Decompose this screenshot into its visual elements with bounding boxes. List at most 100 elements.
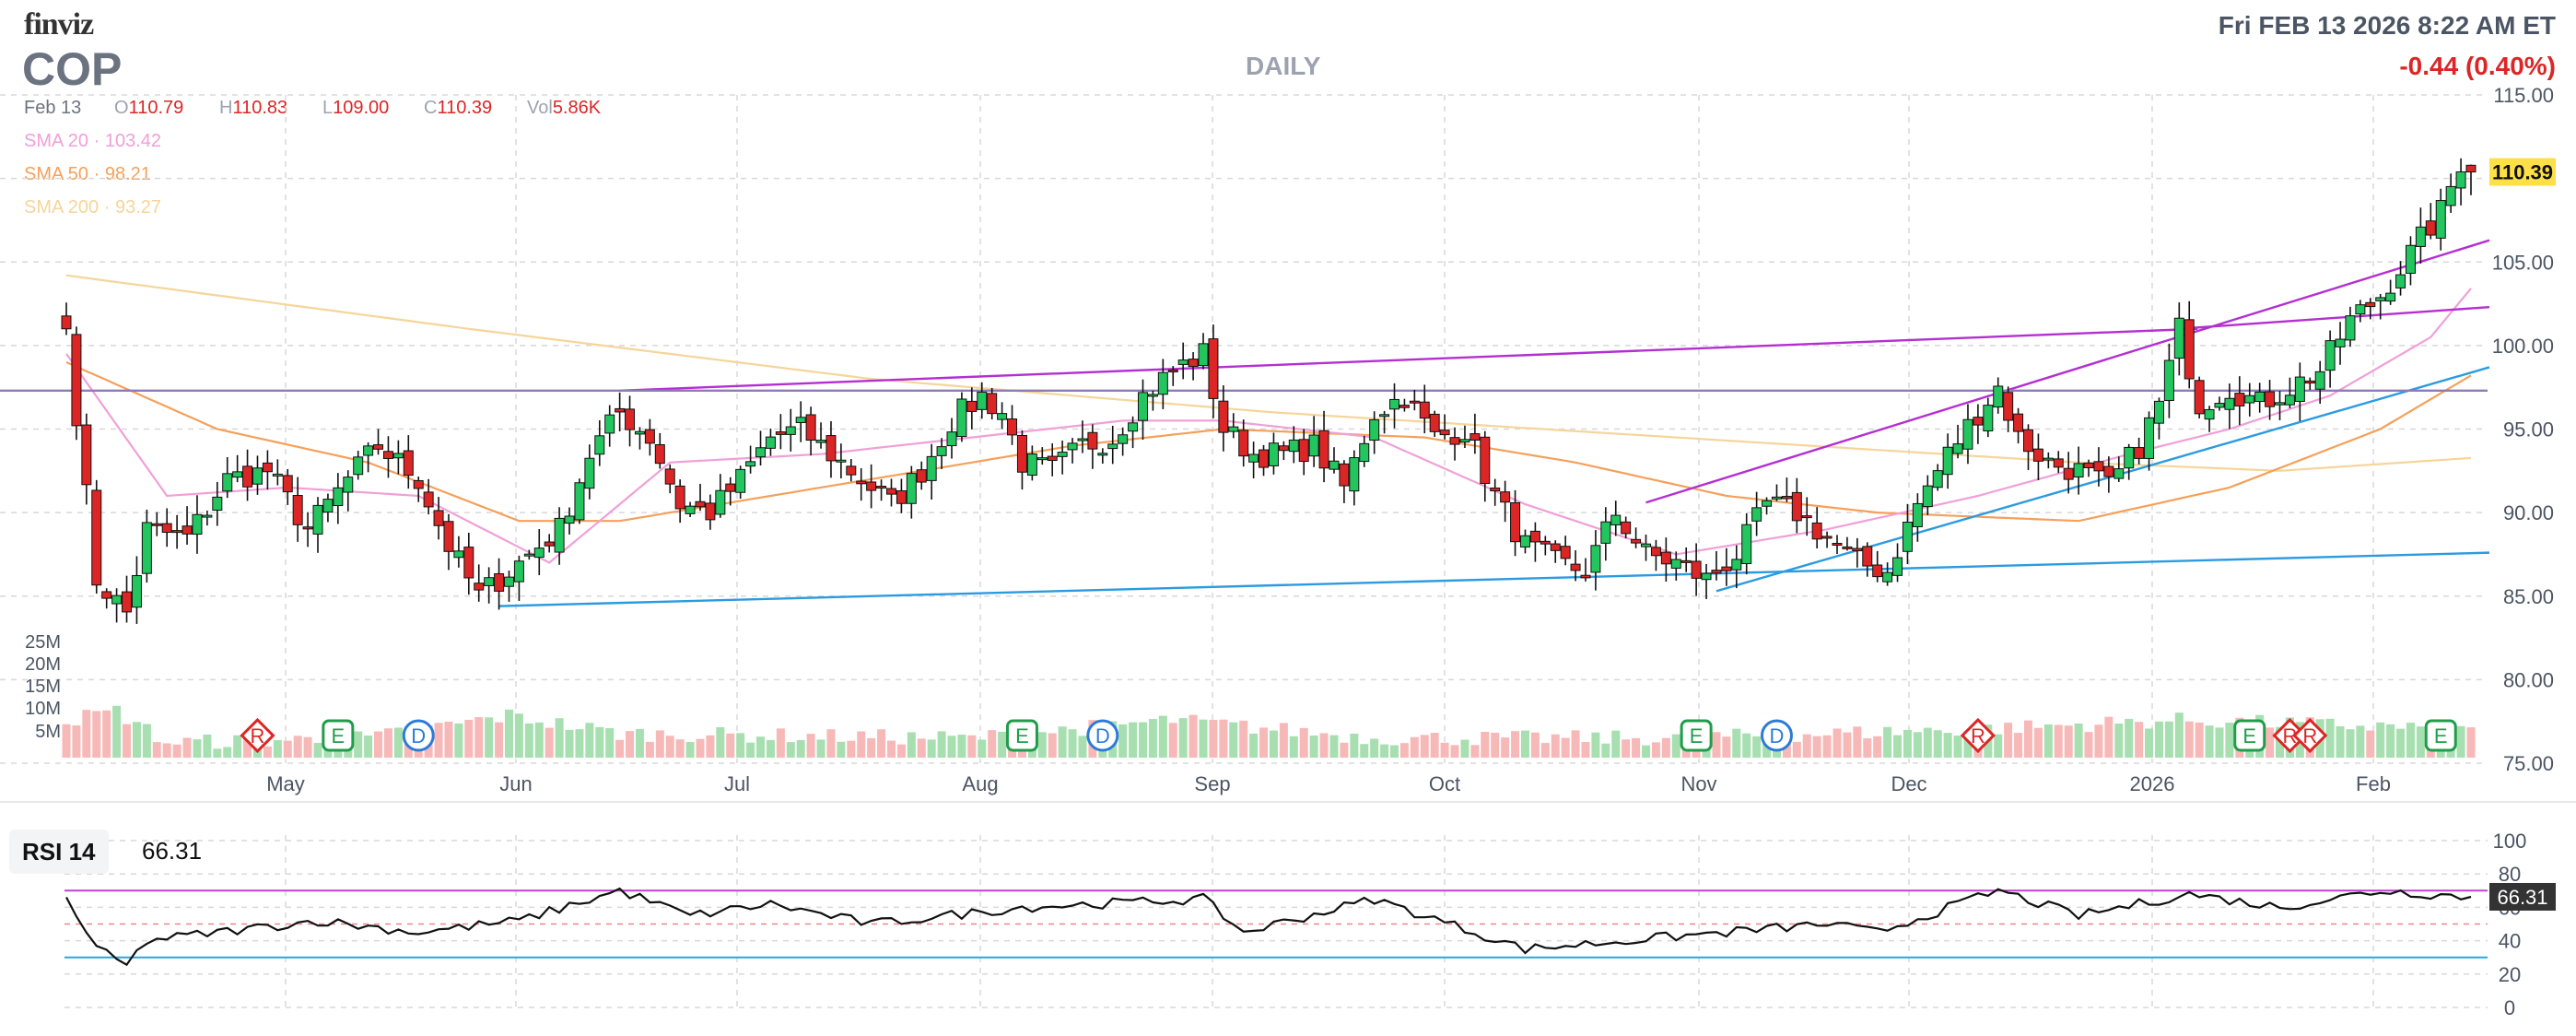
candle-body xyxy=(1762,500,1773,507)
volume-bar xyxy=(1430,733,1439,758)
trendline-blue xyxy=(498,551,2490,607)
volume-bar xyxy=(2114,723,2124,758)
candle-body xyxy=(2113,468,2125,479)
candle-body xyxy=(2355,304,2366,315)
date-tick-label: Nov xyxy=(1680,772,1716,795)
volume-bar xyxy=(1178,718,1188,758)
price-tick-label: 80.00 xyxy=(2503,668,2554,691)
volume-bar xyxy=(303,736,312,758)
candle-body xyxy=(1409,400,1420,404)
volume-bar xyxy=(464,719,474,758)
candle-body xyxy=(463,547,474,579)
volume-bar xyxy=(132,722,141,758)
earnings-marker-icon xyxy=(322,719,355,752)
candle-body xyxy=(2234,393,2245,406)
candle-body xyxy=(1791,491,1802,522)
candle-body xyxy=(161,523,172,534)
volume-bar xyxy=(263,746,272,758)
candle-body xyxy=(2073,463,2084,478)
candle-body xyxy=(1449,437,1460,445)
candle-body xyxy=(1469,433,1481,441)
volume-bar xyxy=(847,740,856,758)
ohlc-low: L109.00 xyxy=(322,98,390,118)
volume-bar xyxy=(2266,727,2275,758)
candle-body xyxy=(584,457,595,489)
candle-body xyxy=(866,481,877,491)
candle-body xyxy=(936,446,947,456)
volume-bar xyxy=(1460,739,1469,758)
volume-bar xyxy=(82,710,91,758)
candle-body xyxy=(1650,547,1661,557)
date-tick-label: 2026 xyxy=(2130,772,2175,795)
candle-body xyxy=(836,459,847,463)
candle-body xyxy=(1872,564,1883,578)
sma50-legend[interactable]: SMA 50 · 98.21 xyxy=(24,164,151,184)
candle-body xyxy=(916,469,927,483)
volume-bar xyxy=(1078,736,1087,758)
volume-bar xyxy=(2104,716,2113,758)
volume-bar xyxy=(1943,733,1952,758)
candle-body xyxy=(846,465,857,476)
candle-body xyxy=(785,426,796,435)
candle-body xyxy=(1057,452,1068,457)
candlesticks xyxy=(61,158,2476,624)
candle-body xyxy=(2204,408,2215,420)
sma20-legend[interactable]: SMA 20 · 103.42 xyxy=(24,131,162,151)
volume-bar xyxy=(1058,726,1067,758)
volume-bar xyxy=(1651,742,1660,758)
volume-bar xyxy=(1853,726,1862,758)
ticker-symbol: COP xyxy=(22,43,123,95)
quote-datetime: Fri FEB 13 2026 8:22 AM ET xyxy=(2218,11,2556,40)
candle-body xyxy=(1811,522,1822,540)
volume-bar xyxy=(746,742,755,758)
price-tick-label: 95.00 xyxy=(2503,418,2554,441)
candle-body xyxy=(131,575,142,608)
candle-body xyxy=(2103,465,2114,477)
sma200-legend[interactable]: SMA 200 · 93.27 xyxy=(24,197,162,218)
sma50-line xyxy=(65,360,2472,523)
dividend-marker-icon xyxy=(1086,719,1119,752)
candle-body xyxy=(2365,301,2376,308)
volume-bar xyxy=(2225,723,2234,758)
candle-body xyxy=(2214,403,2225,408)
volume-bar xyxy=(615,739,625,758)
volume-bar xyxy=(2456,725,2465,758)
candle-body xyxy=(1540,540,1551,545)
candle-body xyxy=(2275,402,2286,406)
candle-body xyxy=(2254,391,2266,402)
event-letter: E xyxy=(332,724,345,748)
volume-bar xyxy=(1390,745,1399,758)
candle-body xyxy=(1519,535,1530,547)
volume-bar xyxy=(1129,722,1138,758)
candle-body xyxy=(1902,522,1913,552)
volume-bar xyxy=(62,724,71,758)
volume-bar xyxy=(1229,722,1238,758)
candle-body xyxy=(1036,457,1048,461)
volume-bar xyxy=(1209,720,1218,758)
candle-body xyxy=(1550,543,1561,551)
candle-body xyxy=(1580,574,1591,579)
price-change: -0.44 (0.40%) xyxy=(2399,52,2556,80)
candle-body xyxy=(1821,536,1832,539)
candle-body xyxy=(1228,426,1239,432)
candle-body xyxy=(192,513,203,536)
candle-body xyxy=(1218,400,1229,433)
rsi-indicator-label[interactable]: RSI 14 xyxy=(9,830,109,874)
volume-bar xyxy=(2004,723,2013,758)
rating-marker-icon xyxy=(2292,717,2328,754)
candle-body xyxy=(2043,457,2054,461)
candle-body xyxy=(494,573,505,592)
volume-bar xyxy=(1883,726,1892,758)
volume-bar xyxy=(454,723,463,758)
volume-bar xyxy=(2125,718,2134,758)
chart-period[interactable]: DAILY xyxy=(1246,52,1321,80)
candle-body xyxy=(1480,436,1491,485)
volume-bar xyxy=(1319,733,1329,758)
finviz-logo[interactable]: finviz xyxy=(24,7,94,41)
volume-bar xyxy=(495,722,504,758)
candle-body xyxy=(876,486,887,489)
volume-bar xyxy=(555,718,564,758)
event-letter: E xyxy=(2434,724,2448,748)
volume-bar xyxy=(1873,736,1882,758)
